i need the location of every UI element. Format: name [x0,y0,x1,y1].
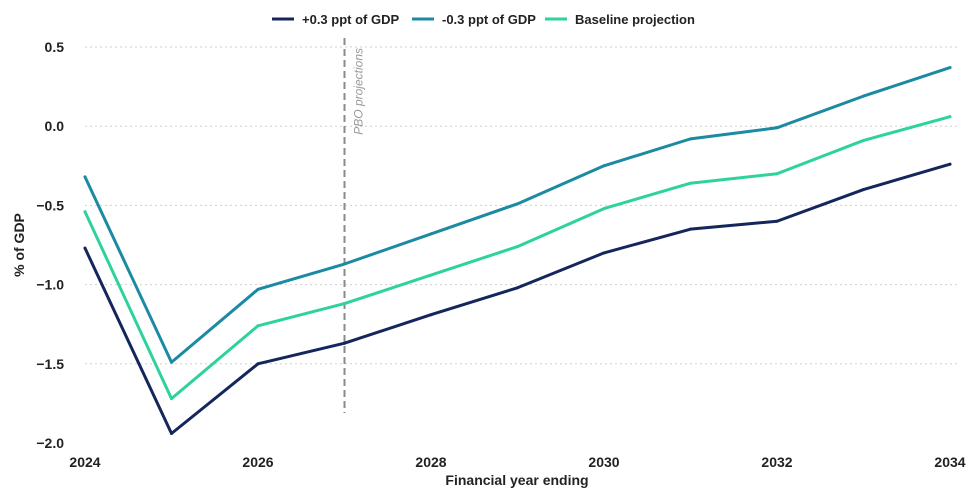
data-point [429,313,433,317]
data-point [602,251,606,255]
data-point [256,324,260,328]
data-point [429,273,433,277]
data-point [343,341,346,345]
y-tick-label: 0.5 [45,39,65,55]
y-tick-label: −1.0 [36,277,64,293]
x-tick-label: 2028 [415,454,446,470]
data-point [170,397,173,401]
y-axis-title: % of GDP [11,213,27,277]
data-point [862,188,865,192]
data-point [689,137,692,141]
x-tick-label: 2034 [934,454,965,470]
x-tick-label: 2026 [242,454,273,470]
legend-item: -0.3 ppt of GDP [412,12,536,27]
series-points [83,115,952,401]
x-tick-label: 2024 [69,454,100,470]
legend-item: Baseline projection [545,12,695,27]
y-tick-label: 0.0 [45,118,65,134]
pbo-projections-label: PBO projections [352,48,366,135]
data-point [429,232,433,236]
y-tick-label: −2.0 [36,435,64,451]
data-point [948,162,952,166]
annotation-layer: PBO projections [343,38,366,413]
series-points [83,66,952,364]
data-point [948,66,952,70]
y-tick-label: −1.5 [36,356,64,372]
data-point [775,172,779,176]
data-point [516,286,519,290]
data-point [689,227,692,231]
series-line [83,66,952,364]
data-point [602,207,606,211]
data-point [775,219,779,223]
data-point [83,210,87,214]
x-axis-ticks: 2024 2026 2028 2030 2032 2034 [69,454,965,470]
data-point [602,164,606,168]
legend-label: +0.3 ppt of GDP [302,12,399,27]
legend: +0.3 ppt of GDP -0.3 ppt of GDP Baseline p… [272,12,695,27]
data-point [256,287,260,291]
data-point [83,175,87,179]
data-point [516,202,519,206]
legend-label: Baseline projection [575,12,695,27]
legend-label: -0.3 ppt of GDP [442,12,536,27]
data-point [256,362,260,366]
data-point [862,94,865,98]
data-point [343,262,346,266]
data-point [775,126,779,130]
series-line [83,115,952,401]
legend-item: +0.3 ppt of GDP [272,12,399,27]
y-tick-label: −0.5 [36,197,64,213]
data-point [948,115,952,119]
data-point [862,138,865,142]
data-point [689,181,692,185]
data-point [83,246,87,250]
data-point [170,360,173,364]
data-point [170,431,173,435]
data-point [343,302,346,306]
series-points [83,162,952,435]
series-lines [83,66,952,435]
data-point [516,245,519,249]
x-tick-label: 2032 [761,454,792,470]
x-axis-title: Financial year ending [445,472,588,488]
gridlines [85,46,960,365]
x-tick-label: 2030 [588,454,619,470]
y-axis-ticks: 0.5 0.0 −0.5 −1.0 −1.5 −2.0 [36,39,64,451]
